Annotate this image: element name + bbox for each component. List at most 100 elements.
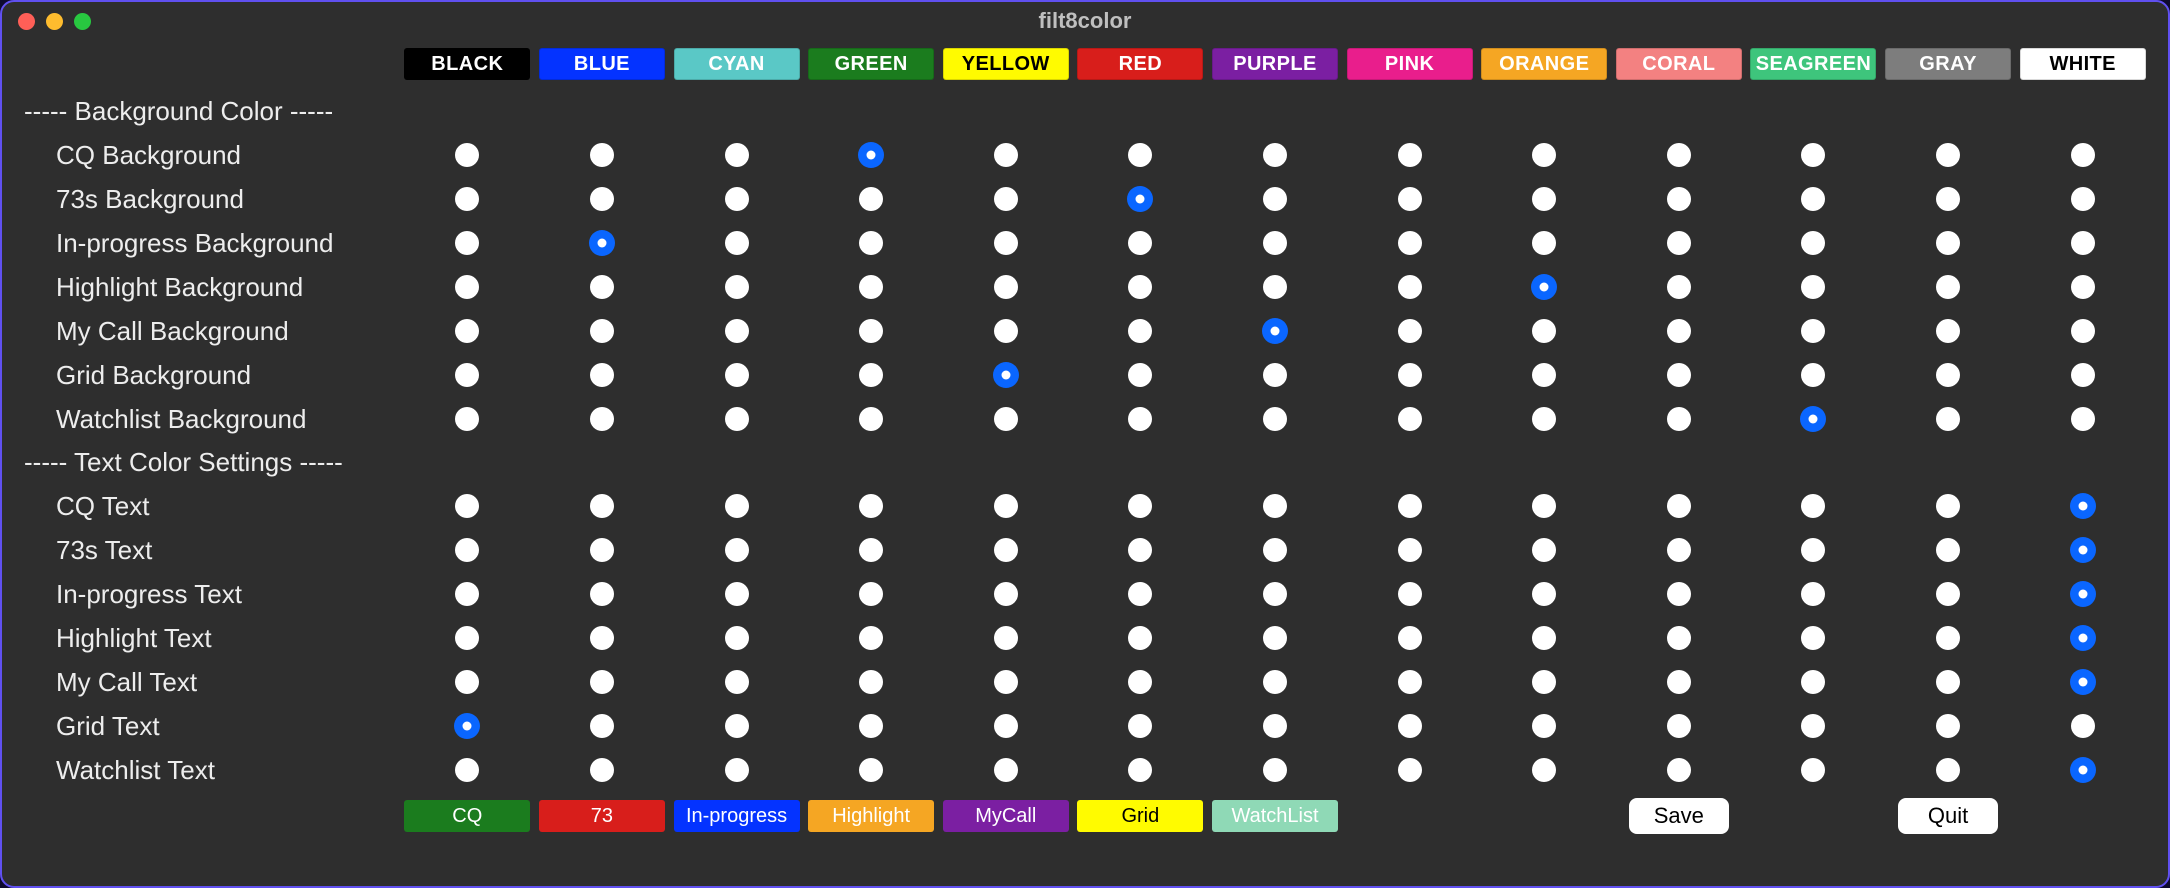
radio-option[interactable]: [859, 407, 883, 431]
radio-option[interactable]: [1128, 626, 1152, 650]
radio-option[interactable]: [725, 670, 749, 694]
radio-option[interactable]: [994, 494, 1018, 518]
radio-option[interactable]: [2071, 319, 2095, 343]
radio-option[interactable]: [1263, 275, 1287, 299]
radio-option[interactable]: [1532, 187, 1556, 211]
radio-option[interactable]: [1532, 275, 1556, 299]
radio-option[interactable]: [2071, 582, 2095, 606]
radio-option[interactable]: [859, 275, 883, 299]
radio-option[interactable]: [1801, 319, 1825, 343]
radio-option[interactable]: [725, 538, 749, 562]
radio-option[interactable]: [2071, 187, 2095, 211]
radio-option[interactable]: [455, 363, 479, 387]
radio-option[interactable]: [1667, 275, 1691, 299]
radio-option[interactable]: [994, 538, 1018, 562]
radio-option[interactable]: [725, 319, 749, 343]
radio-option[interactable]: [1263, 143, 1287, 167]
radio-option[interactable]: [1128, 758, 1152, 782]
radio-option[interactable]: [1263, 626, 1287, 650]
radio-option[interactable]: [1398, 275, 1422, 299]
radio-option[interactable]: [1667, 407, 1691, 431]
radio-option[interactable]: [1128, 407, 1152, 431]
radio-option[interactable]: [455, 187, 479, 211]
radio-option[interactable]: [590, 758, 614, 782]
radio-option[interactable]: [1263, 231, 1287, 255]
radio-option[interactable]: [590, 143, 614, 167]
radio-option[interactable]: [1128, 143, 1152, 167]
radio-option[interactable]: [725, 407, 749, 431]
radio-option[interactable]: [1801, 582, 1825, 606]
radio-option[interactable]: [1936, 319, 1960, 343]
radio-option[interactable]: [1398, 582, 1422, 606]
radio-option[interactable]: [455, 714, 479, 738]
radio-option[interactable]: [1801, 143, 1825, 167]
radio-option[interactable]: [1936, 538, 1960, 562]
radio-option[interactable]: [1801, 714, 1825, 738]
radio-option[interactable]: [1936, 758, 1960, 782]
minimize-icon[interactable]: [46, 13, 63, 30]
radio-option[interactable]: [1532, 538, 1556, 562]
radio-option[interactable]: [725, 231, 749, 255]
radio-option[interactable]: [590, 363, 614, 387]
radio-option[interactable]: [1936, 494, 1960, 518]
radio-option[interactable]: [1128, 319, 1152, 343]
radio-option[interactable]: [1128, 714, 1152, 738]
radio-option[interactable]: [1532, 407, 1556, 431]
radio-option[interactable]: [1801, 231, 1825, 255]
radio-option[interactable]: [1263, 758, 1287, 782]
radio-option[interactable]: [1801, 626, 1825, 650]
radio-option[interactable]: [859, 494, 883, 518]
radio-option[interactable]: [1263, 407, 1287, 431]
radio-option[interactable]: [1801, 758, 1825, 782]
radio-option[interactable]: [994, 275, 1018, 299]
radio-option[interactable]: [2071, 363, 2095, 387]
radio-option[interactable]: [994, 407, 1018, 431]
radio-option[interactable]: [590, 582, 614, 606]
radio-option[interactable]: [725, 626, 749, 650]
radio-option[interactable]: [1936, 231, 1960, 255]
radio-option[interactable]: [2071, 758, 2095, 782]
radio-option[interactable]: [2071, 275, 2095, 299]
radio-option[interactable]: [725, 143, 749, 167]
radio-option[interactable]: [1398, 143, 1422, 167]
radio-option[interactable]: [455, 538, 479, 562]
save-button[interactable]: Save: [1629, 798, 1729, 834]
radio-option[interactable]: [1667, 231, 1691, 255]
radio-option[interactable]: [1667, 494, 1691, 518]
radio-option[interactable]: [859, 231, 883, 255]
radio-option[interactable]: [455, 494, 479, 518]
radio-option[interactable]: [2071, 626, 2095, 650]
quit-button[interactable]: Quit: [1898, 798, 1998, 834]
close-icon[interactable]: [18, 13, 35, 30]
radio-option[interactable]: [1936, 407, 1960, 431]
radio-option[interactable]: [1263, 538, 1287, 562]
radio-option[interactable]: [1936, 143, 1960, 167]
radio-option[interactable]: [1801, 275, 1825, 299]
radio-option[interactable]: [590, 231, 614, 255]
radio-option[interactable]: [1398, 231, 1422, 255]
radio-option[interactable]: [1667, 582, 1691, 606]
radio-option[interactable]: [1263, 582, 1287, 606]
radio-option[interactable]: [1263, 319, 1287, 343]
radio-option[interactable]: [1128, 538, 1152, 562]
radio-option[interactable]: [1128, 231, 1152, 255]
radio-option[interactable]: [725, 275, 749, 299]
radio-option[interactable]: [1801, 187, 1825, 211]
radio-option[interactable]: [1532, 494, 1556, 518]
radio-option[interactable]: [1667, 758, 1691, 782]
radio-option[interactable]: [1398, 626, 1422, 650]
radio-option[interactable]: [1398, 187, 1422, 211]
radio-option[interactable]: [590, 714, 614, 738]
radio-option[interactable]: [455, 670, 479, 694]
radio-option[interactable]: [1667, 187, 1691, 211]
radio-option[interactable]: [725, 187, 749, 211]
radio-option[interactable]: [1398, 670, 1422, 694]
radio-option[interactable]: [590, 407, 614, 431]
radio-option[interactable]: [994, 582, 1018, 606]
radio-option[interactable]: [1936, 714, 1960, 738]
radio-option[interactable]: [994, 758, 1018, 782]
radio-option[interactable]: [1667, 538, 1691, 562]
radio-option[interactable]: [1532, 363, 1556, 387]
radio-option[interactable]: [1667, 714, 1691, 738]
radio-option[interactable]: [455, 319, 479, 343]
